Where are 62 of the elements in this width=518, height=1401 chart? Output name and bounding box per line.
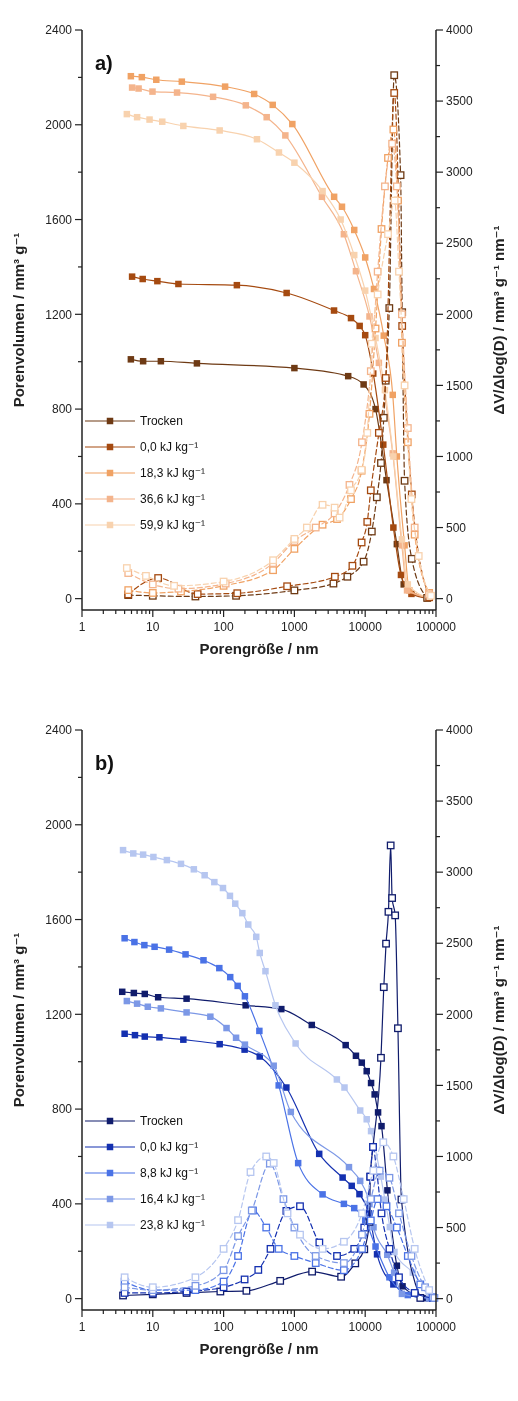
y2-tick-label: 2500 xyxy=(446,936,474,951)
y-tick-label: 800 xyxy=(51,402,73,417)
y-tick-label: 0 xyxy=(65,591,73,606)
y2-tick-label: 1500 xyxy=(446,378,474,393)
y2-tick-label: 2000 xyxy=(446,1007,474,1022)
y2-tick-label: 3000 xyxy=(446,865,474,880)
x-tick-label: 1 xyxy=(78,1320,86,1334)
y-tick-label: 0 xyxy=(65,1291,73,1306)
y2-tick-label: 0 xyxy=(446,591,453,606)
y2-tick-label: 4000 xyxy=(446,23,474,38)
y-tick-label: 2400 xyxy=(45,723,73,738)
y2-tick-label: 2000 xyxy=(446,307,474,322)
legend-label: 59,9 kJ kg⁻¹ xyxy=(140,518,206,533)
x-tick-label: 1000 xyxy=(281,620,309,634)
y2-tick-label: 1500 xyxy=(446,1078,474,1093)
x-axis-title: Porengröße / nm xyxy=(199,640,319,657)
y-tick-label: 400 xyxy=(51,1197,73,1212)
y-axis-title: Porenvolumen / mm³ g⁻¹ xyxy=(10,932,27,1108)
legend-label: 36,6 kJ kg⁻¹ xyxy=(140,492,206,507)
x-tick-label: 10 xyxy=(146,1320,160,1334)
y-axis-title: Porenvolumen / mm³ g⁻¹ xyxy=(10,232,27,408)
y-tick-label: 1600 xyxy=(45,912,73,927)
y2-tick-label: 3500 xyxy=(446,94,474,109)
y2-axis-title: ΔV/Δlog(D) / mm³ g⁻¹ nm⁻¹ xyxy=(490,925,507,1115)
y2-tick-label: 4000 xyxy=(446,723,474,738)
y2-axis-title: ΔV/Δlog(D) / mm³ g⁻¹ nm⁻¹ xyxy=(490,225,507,415)
x-tick-label: 10 xyxy=(146,620,160,634)
legend-label: 16,4 kJ kg⁻¹ xyxy=(140,1192,206,1207)
legend-label: Trocken xyxy=(140,414,183,429)
legend-label: Trocken xyxy=(140,1114,183,1129)
legend-label: 23,8 kJ kg⁻¹ xyxy=(140,1218,206,1233)
x-tick-label: 100000 xyxy=(415,620,457,634)
legend-label: 18,3 kJ kg⁻¹ xyxy=(140,466,206,481)
y2-tick-label: 3500 xyxy=(446,794,474,809)
y2-tick-label: 500 xyxy=(446,1220,467,1235)
y2-tick-label: 1000 xyxy=(446,449,474,464)
x-tick-label: 1 xyxy=(78,620,86,634)
y2-tick-label: 2500 xyxy=(446,236,474,251)
y-tick-label: 1600 xyxy=(45,212,73,227)
legend-label: 0,0 kJ kg⁻¹ xyxy=(140,440,199,455)
x-tick-label: 1000 xyxy=(281,1320,309,1334)
x-tick-label: 10000 xyxy=(348,1320,383,1334)
legend-label: 8,8 kJ kg⁻¹ xyxy=(140,1166,199,1181)
y-tick-label: 1200 xyxy=(45,307,73,322)
y-tick-label: 2000 xyxy=(45,117,73,132)
y2-tick-label: 0 xyxy=(446,1291,453,1306)
y-tick-label: 2400 xyxy=(45,23,73,38)
annotation: a) xyxy=(95,52,113,74)
y-tick-label: 1200 xyxy=(45,1007,73,1022)
x-tick-label: 100 xyxy=(213,620,234,634)
y-tick-label: 400 xyxy=(51,497,73,512)
x-tick-label: 100 xyxy=(213,1320,234,1334)
y2-tick-label: 1000 xyxy=(446,1149,474,1164)
x-axis-title: Porengröße / nm xyxy=(199,1340,319,1357)
x-tick-label: 100000 xyxy=(415,1320,457,1334)
y2-tick-label: 3000 xyxy=(446,165,474,180)
y2-tick-label: 500 xyxy=(446,520,467,535)
y-tick-label: 2000 xyxy=(45,817,73,832)
y-tick-label: 800 xyxy=(51,1102,73,1117)
x-tick-label: 10000 xyxy=(348,620,383,634)
annotation: b) xyxy=(95,752,114,774)
legend-label: 0,0 kJ kg⁻¹ xyxy=(140,1140,199,1155)
